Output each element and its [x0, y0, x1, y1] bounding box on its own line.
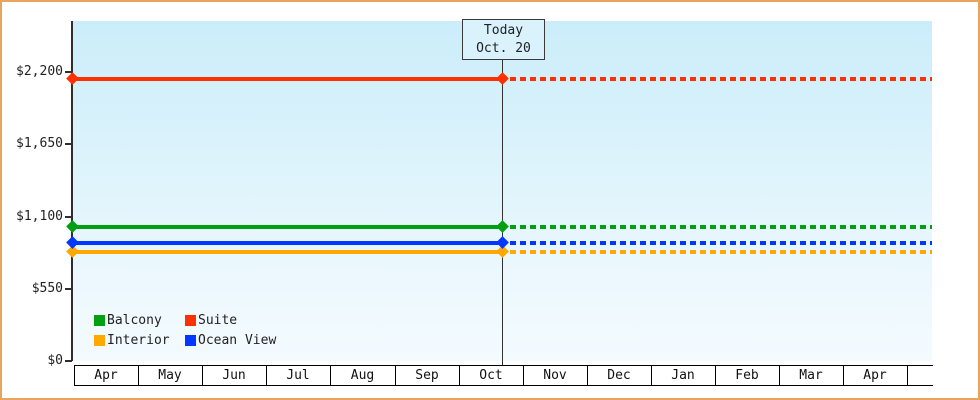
x-axis-month-strip: Apr May Jun Jul Aug Sep Oct Nov Dec Jan Feb Mar Apr — [74, 365, 933, 386]
month-cell-label: Nov — [543, 368, 567, 383]
series-line-interior-dashed — [510, 250, 932, 254]
y-axis-tick-label: $550 — [31, 281, 63, 296]
y-axis-tick — [65, 288, 72, 290]
y-axis-line — [71, 21, 73, 361]
series-line-ocean-view-solid — [73, 241, 503, 245]
legend-item-suite: Suite — [185, 312, 237, 328]
month-cell-label: Sep — [415, 368, 439, 383]
month-cell-label: Jun — [222, 368, 246, 383]
today-label: Today — [483, 23, 524, 38]
month-cell-divider — [779, 366, 780, 385]
series-line-ocean-view-dashed — [510, 241, 932, 245]
series-line-interior-solid — [73, 250, 503, 254]
month-cell-divider — [587, 366, 588, 385]
y-axis-tick — [65, 143, 72, 145]
month-cell-divider — [843, 366, 844, 385]
legend-swatch — [94, 314, 105, 326]
month-cell-label: Feb — [735, 368, 759, 383]
month-cell-label: Dec — [607, 368, 631, 383]
y-axis-tick-label: $0 — [47, 353, 63, 368]
month-cell-label: Aug — [350, 368, 375, 383]
y-axis-tick-label: $2,200 — [16, 64, 63, 79]
month-cell-label: Jul — [286, 368, 310, 383]
month-cell-divider — [523, 366, 524, 385]
series-line-suite-solid — [73, 77, 503, 81]
month-cell-label: Oct — [479, 368, 503, 383]
month-cell-divider — [74, 366, 75, 385]
y-axis-tick — [65, 360, 72, 362]
y-axis-tick-label: $1,100 — [16, 209, 63, 224]
today-date-label: Oct. 20 — [476, 41, 531, 56]
legend-label: Balcony — [107, 312, 162, 328]
month-cell-divider — [330, 366, 331, 385]
y-axis-tick — [65, 216, 72, 218]
month-cell-label: Apr — [94, 368, 118, 383]
month-cell-divider — [266, 366, 267, 385]
legend-item-balcony: Balcony — [94, 312, 162, 328]
month-cell-divider — [459, 366, 460, 385]
y-axis-tick — [65, 71, 72, 73]
series-line-balcony-solid — [73, 225, 503, 229]
legend-swatch — [94, 334, 105, 346]
legend-item-ocean-view: Ocean View — [185, 332, 276, 348]
legend-swatch — [185, 334, 196, 346]
month-cell-divider — [907, 366, 908, 385]
legend-item-interior: Interior — [94, 332, 170, 348]
month-cell-divider — [395, 366, 396, 385]
month-cell-label: Mar — [799, 368, 823, 383]
legend-label: Interior — [107, 332, 170, 348]
month-cell-label: Jan — [671, 368, 695, 383]
month-cell-divider — [202, 366, 203, 385]
series-line-suite-dashed — [510, 77, 932, 81]
month-cell-divider — [138, 366, 139, 385]
month-cell-label: Apr — [863, 368, 887, 383]
legend-label: Suite — [198, 312, 238, 328]
legend-swatch — [185, 314, 196, 326]
today-annotation-box: Today Oct. 20 — [462, 19, 545, 60]
month-cell-divider — [651, 366, 652, 385]
legend-label: Ocean View — [198, 332, 277, 348]
y-axis-tick-label: $1,650 — [16, 136, 63, 151]
today-vertical-line — [502, 60, 503, 365]
series-line-balcony-dashed — [510, 225, 932, 229]
month-cell-divider — [715, 366, 716, 385]
month-cell-label: May — [158, 368, 182, 383]
